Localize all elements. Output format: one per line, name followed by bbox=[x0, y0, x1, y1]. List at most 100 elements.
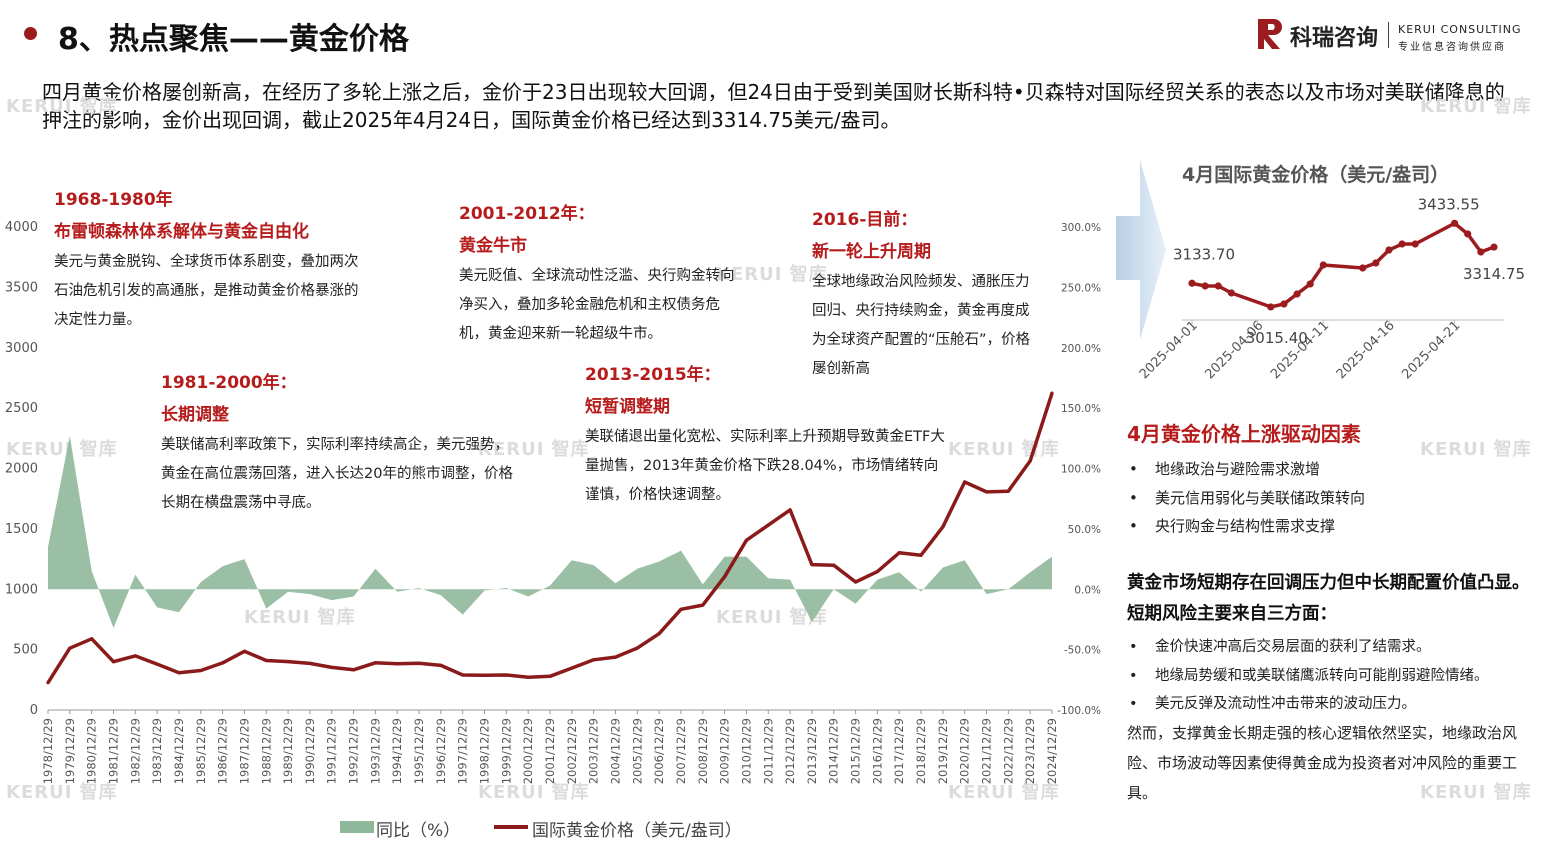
price-data-point bbox=[592, 658, 596, 662]
conclusion-headline: 黄金市场短期存在回调压力但中长期配置价值凸显。 bbox=[1127, 573, 1530, 593]
legend-price-swatch bbox=[494, 825, 528, 829]
x-axis-tick-label: 1980/12/29 bbox=[85, 718, 99, 784]
x-axis-tick-label: 1997/12/29 bbox=[456, 718, 470, 784]
y2-axis-tick-label: 50.0% bbox=[1068, 524, 1101, 536]
x-axis-tick-label: 1978/12/29 bbox=[41, 718, 55, 784]
x-axis-tick-label: 2025-04-11 bbox=[1268, 318, 1332, 382]
april-data-point bbox=[1306, 280, 1314, 288]
series-line-april-price bbox=[1191, 221, 1495, 309]
watermark: KERUI 智库 bbox=[6, 782, 118, 803]
x-axis-tick-label: 2000/12/29 bbox=[521, 718, 535, 784]
list-item: 美元反弹及流动性冲击带来的波动压力。 bbox=[1127, 690, 1489, 719]
price-data-point bbox=[308, 661, 312, 665]
price-data-point bbox=[395, 662, 399, 666]
x-axis-tick-label: 2011/12/29 bbox=[761, 718, 775, 784]
watermark: KERUI 智库 bbox=[948, 782, 1060, 803]
list-item: 央行购金与结构性需求支撑 bbox=[1127, 512, 1365, 541]
april-data-point bbox=[1372, 259, 1380, 267]
price-data-point bbox=[330, 665, 334, 669]
data-label: 3015.40 bbox=[1246, 329, 1308, 347]
april-data-point bbox=[1227, 289, 1235, 297]
price-data-point bbox=[242, 649, 247, 653]
price-data-point bbox=[111, 660, 116, 664]
price-data-point bbox=[701, 603, 705, 607]
y2-axis-tick-label: 250.0% bbox=[1061, 282, 1101, 294]
x-axis-tick-label: 2005/12/29 bbox=[630, 718, 644, 784]
chevron-arrow-icon bbox=[1116, 160, 1166, 340]
price-data-point bbox=[221, 661, 225, 665]
x-axis-tick-label: 2016/12/29 bbox=[870, 718, 884, 784]
price-data-point bbox=[941, 525, 945, 529]
price-data-point bbox=[832, 563, 836, 567]
x-axis-tick-label: 2013/12/29 bbox=[805, 718, 819, 784]
price-data-point bbox=[548, 674, 552, 678]
price-data-point bbox=[133, 654, 137, 658]
x-axis-tick-label: 2023/12/29 bbox=[1023, 718, 1037, 784]
annotation-body: 美联储高利率政策下，实际利率持续高企，美元强势，黄金在高位震荡回落，进入长达20… bbox=[161, 437, 513, 511]
price-data-point bbox=[199, 668, 203, 673]
price-data-point bbox=[68, 646, 72, 650]
x-axis-tick-label: 2025-04-06 bbox=[1202, 318, 1266, 382]
x-axis-tick-label: 1999/12/29 bbox=[499, 718, 513, 784]
april-data-point bbox=[1385, 246, 1393, 254]
annotation-2013-2015: 2013-2015年： 短暂调整期 美联储退出量化宽松、实际利率上升预期导致黄金… bbox=[585, 363, 950, 510]
price-data-point bbox=[461, 673, 465, 677]
watermark: KERUI 智库 bbox=[478, 439, 590, 460]
price-data-point bbox=[177, 671, 181, 675]
april-data-point bbox=[1477, 248, 1485, 256]
price-data-point bbox=[155, 662, 159, 666]
x-axis-tick-label: 2009/12/29 bbox=[718, 718, 732, 784]
price-data-point bbox=[1006, 489, 1010, 493]
annotation-headline: 短暂调整期 bbox=[585, 397, 670, 417]
y-axis-tick-label: 3000 bbox=[5, 341, 38, 356]
x-axis-tick-label: 2018/12/29 bbox=[914, 718, 928, 784]
drivers-list: 地缘政治与避险需求激增 美元信用弱化与美联储政策转向 央行购金与结构性需求支撑 bbox=[1127, 455, 1365, 541]
x-axis-tick-label: 1989/12/29 bbox=[281, 718, 295, 784]
price-data-point bbox=[46, 681, 50, 685]
x-axis-tick-label: 1994/12/29 bbox=[390, 718, 404, 784]
april-data-point bbox=[1451, 219, 1459, 227]
price-data-point bbox=[984, 490, 989, 494]
price-data-point bbox=[504, 673, 508, 677]
x-axis-tick-label: 2025-04-16 bbox=[1334, 318, 1398, 382]
price-data-point bbox=[351, 668, 356, 672]
x-axis-tick-label: 2017/12/29 bbox=[892, 718, 906, 784]
x-axis-tick-label: 2025-04-21 bbox=[1399, 318, 1463, 382]
annotation-headline: 长期调整 bbox=[161, 405, 229, 425]
price-data-point bbox=[439, 663, 443, 668]
x-axis-tick-label: 2010/12/29 bbox=[739, 718, 753, 784]
price-data-point bbox=[1028, 459, 1032, 463]
y-axis-tick-label: 2000 bbox=[5, 462, 38, 477]
x-axis-tick-label: 1991/12/29 bbox=[325, 718, 339, 784]
y-axis-tick-label: 4000 bbox=[5, 220, 38, 235]
x-axis-tick-label: 1981/12/29 bbox=[106, 718, 120, 784]
april-data-point bbox=[1464, 230, 1472, 238]
y-axis-tick-label: 2500 bbox=[5, 401, 38, 416]
april-data-point bbox=[1293, 290, 1301, 298]
x-axis-tick-label: 1979/12/29 bbox=[63, 718, 77, 784]
price-data-point bbox=[875, 570, 879, 574]
list-item: 金价快速冲高后交易层面的获利了结需求。 bbox=[1127, 633, 1489, 662]
drivers-heading: 4月黄金价格上涨驱动因素 bbox=[1127, 422, 1361, 446]
summary-paragraph: 四月黄金价格屡创新高，在经历了多轮上涨之后，金价于23日出现较大回调，但24日由… bbox=[42, 80, 1505, 132]
y2-axis-tick-label: 100.0% bbox=[1061, 464, 1101, 476]
data-label: 3133.70 bbox=[1173, 245, 1235, 263]
annotation-period: 1981-2000年： bbox=[161, 373, 297, 393]
watermark: KERUI 智库 bbox=[716, 264, 828, 285]
x-axis-tick-label: 1987/12/29 bbox=[237, 718, 251, 784]
x-axis-tick-label: 1983/12/29 bbox=[150, 718, 164, 784]
price-data-point bbox=[963, 480, 967, 484]
x-axis-tick-label: 1984/12/29 bbox=[172, 718, 186, 784]
list-item: 地缘政治与避险需求激增 bbox=[1127, 455, 1365, 484]
april-data-point bbox=[1267, 303, 1275, 311]
x-axis-tick-label: 1990/12/29 bbox=[303, 718, 317, 784]
y2-axis-tick-label: 200.0% bbox=[1061, 343, 1101, 355]
watermark: KERUI 智库 bbox=[244, 607, 356, 628]
y2-axis-tick-label: 0.0% bbox=[1074, 584, 1101, 596]
x-axis-tick-label: 2008/12/29 bbox=[696, 718, 710, 784]
annotation-1968-1980: 1968-1980年 布雷顿森林体系解体与黄金自由化 美元与黄金脱钩、全球货币体… bbox=[54, 188, 364, 335]
annotation-body: 美元贬值、全球流动性泛滥、央行购金转向净买入，叠加多轮金融危机和主权债务危机，黄… bbox=[459, 268, 735, 342]
price-data-point bbox=[897, 551, 901, 555]
annotation-body: 全球地缘政治风险频发、通胀压力回归、央行持续购金，黄金再度成为全球资产配置的“压… bbox=[812, 274, 1031, 377]
price-data-point bbox=[570, 666, 574, 670]
